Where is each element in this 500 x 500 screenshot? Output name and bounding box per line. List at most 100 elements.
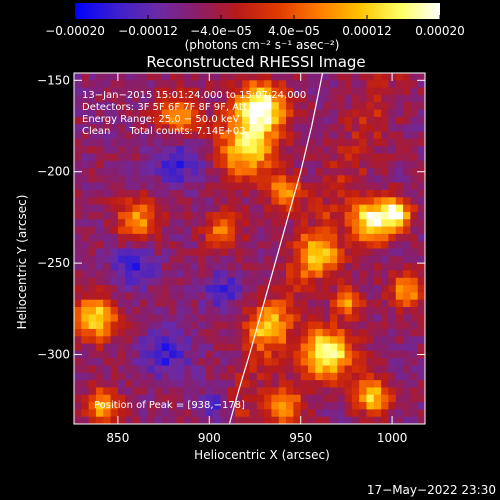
heatmap-cell	[403, 409, 411, 418]
heatmap-cell	[198, 160, 207, 169]
heatmap-cell	[81, 182, 90, 191]
heatmap-cell	[117, 248, 126, 257]
heatmap-cell	[249, 358, 258, 366]
heatmap-cell	[169, 380, 177, 388]
heatmap-cell	[344, 343, 353, 352]
heatmap-cell	[351, 336, 360, 344]
heatmap-cell	[234, 409, 243, 418]
heatmap-cell	[198, 211, 207, 220]
heatmap-cell	[220, 409, 228, 418]
heatmap-cell	[366, 416, 375, 424]
heatmap-cell	[161, 116, 170, 125]
heatmap-cell	[410, 190, 419, 198]
heatmap-cell	[337, 94, 345, 103]
heatmap-cell	[351, 365, 360, 374]
info-annotations: 13−Jan−2015 15:01:24.000 to 15:07:24.000…	[82, 90, 306, 411]
heatmap-cell	[359, 87, 367, 96]
heatmap-cell	[147, 314, 155, 323]
heatmap-cell	[286, 138, 294, 147]
heatmap-cell	[410, 233, 419, 242]
heatmap-cell	[234, 402, 243, 410]
heatmap-cell	[337, 197, 345, 206]
heatmap-cell	[315, 160, 324, 169]
heatmap-cell	[205, 372, 214, 381]
heatmap-cell	[161, 241, 170, 249]
heatmap-cell	[256, 307, 265, 315]
heatmap-cell	[300, 285, 309, 293]
heatmap-cell	[300, 116, 309, 125]
heatmap-cell	[373, 270, 382, 279]
heatmap-cell	[381, 168, 389, 176]
heatmap-cell	[103, 175, 111, 184]
heatmap-cell	[271, 358, 280, 366]
heatmap-cell	[95, 270, 104, 279]
heatmap-cell	[278, 175, 287, 184]
heatmap-cell	[315, 153, 324, 162]
heatmap-cell	[227, 94, 236, 103]
heatmap-cell	[110, 343, 119, 352]
heatmap-cell	[125, 343, 133, 352]
heatmap-cell	[132, 102, 141, 110]
solar-limb-curve	[228, 73, 324, 424]
heatmap-cell	[388, 350, 397, 359]
heatmap-cell	[315, 343, 324, 352]
heatmap-cell	[198, 116, 207, 125]
heatmap-cell	[300, 94, 309, 103]
heatmap-cell	[198, 336, 207, 344]
heatmap-cell	[359, 409, 367, 418]
heatmap-cell	[103, 277, 111, 286]
heatmap-cell	[220, 219, 228, 227]
heatmap-cell	[110, 138, 119, 147]
heatmap-cell	[337, 380, 345, 388]
heatmap-cell	[176, 241, 185, 249]
heatmap-cell	[359, 190, 367, 198]
heatmap-cell	[293, 190, 302, 198]
heatmap-cell	[242, 87, 250, 96]
heatmap-cell	[234, 263, 243, 271]
heatmap-cell	[125, 380, 133, 388]
heatmap-cell	[300, 299, 309, 308]
heatmap-cell	[315, 109, 324, 118]
heatmap-cell	[344, 211, 353, 220]
heatmap-cell	[351, 138, 360, 147]
heatmap-cell	[176, 168, 185, 176]
heatmap-cell	[227, 394, 236, 403]
heatmap-cell	[205, 248, 214, 257]
heatmap-cell	[256, 343, 265, 352]
heatmap-cell	[322, 73, 331, 81]
heatmap-cell	[198, 80, 207, 89]
heatmap-cell	[417, 343, 425, 352]
heatmap-cell	[271, 277, 280, 286]
heatmap-cell	[139, 248, 148, 257]
heatmap-cell	[205, 270, 214, 279]
heatmap-cell	[176, 409, 185, 418]
heatmap-cell	[322, 402, 331, 410]
heatmap-cell	[417, 94, 425, 103]
heatmap-cell	[315, 190, 324, 198]
heatmap-cell	[373, 102, 382, 110]
heatmap-cell	[242, 314, 250, 323]
heatmap-cell	[403, 277, 411, 286]
heatmap-cell	[293, 73, 302, 81]
heatmap-cell	[373, 73, 382, 81]
heatmap-cell	[264, 109, 272, 118]
heatmap-cell	[117, 73, 126, 81]
heatmap-cell	[366, 109, 375, 118]
heatmap-cell	[88, 160, 97, 169]
heatmap-cell	[417, 409, 425, 418]
heatmap-cell	[308, 263, 316, 271]
heatmap-cell	[103, 328, 111, 337]
heatmap-cell	[337, 409, 345, 418]
heatmap-cell	[88, 226, 97, 235]
heatmap-cell	[264, 87, 272, 96]
heatmap-cell	[169, 109, 177, 118]
heatmap-cell	[161, 350, 170, 359]
heatmap-cell	[308, 321, 316, 330]
heatmap-cell	[74, 160, 82, 169]
heatmap-cell	[329, 350, 338, 359]
heatmap-cell	[147, 182, 155, 191]
heatmap-cell	[337, 365, 345, 374]
heatmap-cell	[322, 394, 331, 403]
heatmap-cell	[227, 233, 236, 242]
heatmap-cell	[249, 102, 258, 110]
